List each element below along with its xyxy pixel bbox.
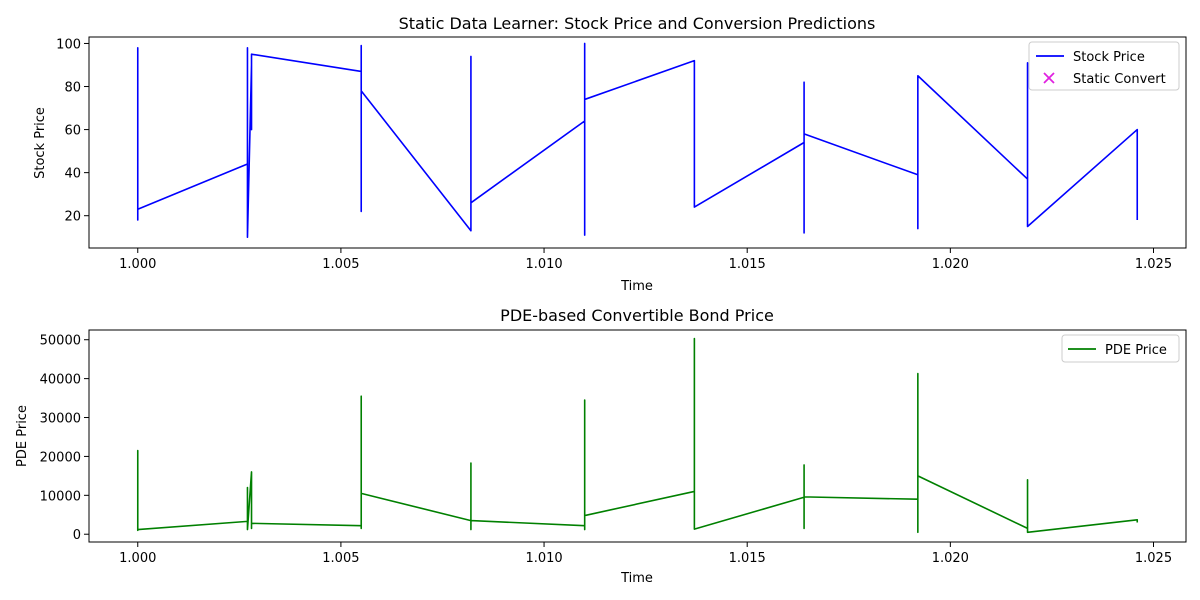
- pde-price-series-line: [136, 337, 1139, 534]
- pde-x-ticks: 1.000 1.005 1.010 1.015 1.020 1.025: [119, 542, 1172, 566]
- stock-y-tick-label: 40: [64, 167, 81, 182]
- stock-axes-frame: [88, 36, 1187, 249]
- pde-axes-frame: [88, 329, 1187, 543]
- stock-y-ticks: 20 40 60 80 100: [56, 37, 89, 225]
- pde-y-tick-label: 0: [73, 528, 81, 543]
- pde-x-tick-label: 1.020: [932, 551, 969, 566]
- stock-x-ticks: 1.000 1.005 1.010 1.015 1.020 1.025: [119, 248, 1172, 272]
- pde-chart-title: PDE-based Convertible Bond Price: [500, 306, 774, 325]
- pde-x-axis-label: Time: [620, 571, 653, 586]
- pde-plot-area: [136, 337, 1139, 534]
- stock-legend: Stock Price Static Convert: [1028, 41, 1180, 91]
- pde-y-tick-label: 50000: [40, 334, 81, 349]
- stock-x-tick-label: 1.015: [729, 257, 766, 272]
- stock-x-tick-label: 1.005: [322, 257, 359, 272]
- pde-price-chart: PDE-based Convertible Bond Price 1.000 1.…: [15, 306, 1187, 586]
- pde-x-tick-label: 1.010: [525, 551, 562, 566]
- stock-price-chart: Static Data Learner: Stock Price and Con…: [33, 14, 1187, 294]
- stock-chart-title: Static Data Learner: Stock Price and Con…: [399, 14, 876, 33]
- stock-plot-area: [136, 42, 1139, 239]
- stock-price-series-line: [136, 42, 1139, 239]
- stock-x-tick-label: 1.000: [119, 257, 156, 272]
- pde-y-tick-label: 10000: [40, 489, 81, 504]
- stock-legend-box: [1028, 41, 1180, 91]
- stock-y-tick-label: 80: [64, 81, 81, 96]
- pde-y-ticks: 0 10000 20000 30000 40000 50000: [40, 334, 89, 543]
- stock-y-tick-label: 60: [64, 124, 81, 139]
- legend-static-convert-label: Static Convert: [1073, 72, 1166, 87]
- stock-y-tick-label: 20: [64, 210, 81, 225]
- pde-x-tick-label: 1.015: [729, 551, 766, 566]
- pde-x-tick-label: 1.000: [119, 551, 156, 566]
- pde-x-tick-label: 1.025: [1135, 551, 1172, 566]
- pde-x-tick-label: 1.005: [322, 551, 359, 566]
- legend-static-convert-marker: [1043, 72, 1055, 84]
- pde-legend-box: [1061, 334, 1180, 363]
- stock-x-tick-label: 1.010: [525, 257, 562, 272]
- legend-pde-price-label: PDE Price: [1105, 343, 1167, 358]
- stock-x-tick-label: 1.025: [1135, 257, 1172, 272]
- pde-y-axis-label: PDE Price: [15, 405, 30, 467]
- stock-x-axis-label: Time: [620, 279, 653, 294]
- pde-y-tick-label: 40000: [40, 373, 81, 388]
- pde-legend: PDE Price: [1061, 334, 1180, 363]
- stock-y-axis-label: Stock Price: [33, 107, 48, 179]
- pde-y-tick-label: 20000: [40, 450, 81, 465]
- pde-y-tick-label: 30000: [40, 412, 81, 427]
- stock-y-tick-label: 100: [56, 37, 81, 52]
- legend-stock-price-label: Stock Price: [1073, 50, 1145, 65]
- stock-x-tick-label: 1.020: [932, 257, 969, 272]
